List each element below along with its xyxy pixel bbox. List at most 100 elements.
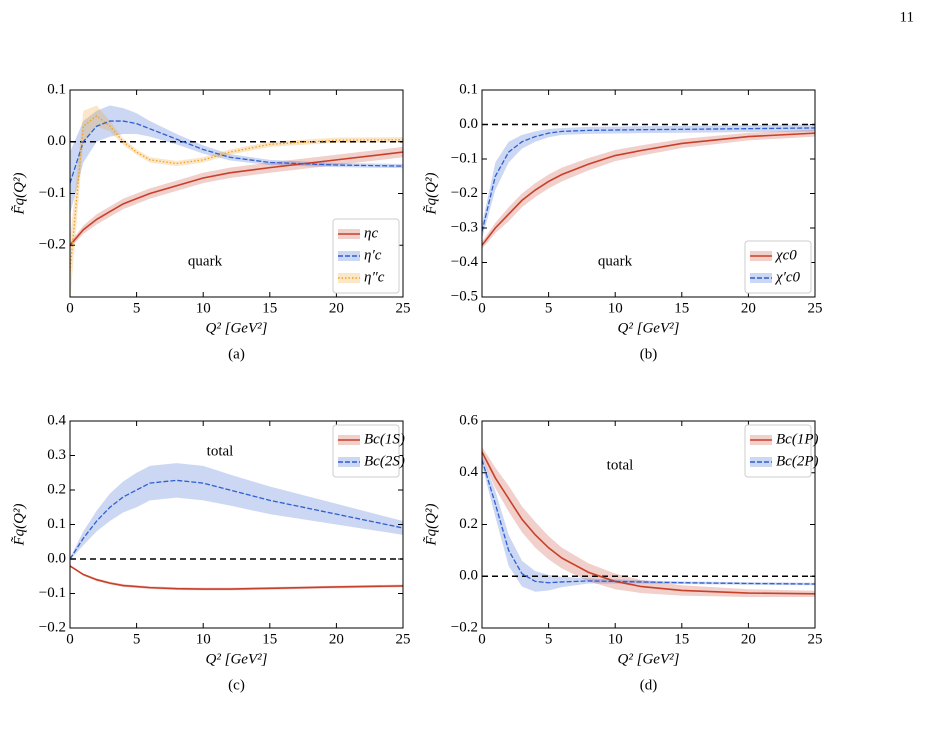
y-tick-label: 0.1 [47,516,66,532]
legend-box [744,240,812,294]
series-line [70,151,403,246]
page-number: 11 [900,9,914,25]
x-tick-label: 0 [66,300,74,316]
error-band [70,146,403,248]
x-tick-label: 0 [478,300,486,316]
x-tick-label: 5 [133,300,141,316]
y-tick-label: 0.1 [459,81,478,97]
series-line [482,451,815,595]
y-tick-label: 0.0 [47,133,66,149]
y-tick-label: −0.2 [39,237,66,253]
series-line [70,115,403,272]
x-tick-label: 25 [808,300,823,316]
x-tick-label: 10 [196,631,211,647]
plot-area [70,463,403,591]
y-tick-label: 0.4 [47,412,66,428]
series-line [482,459,815,585]
x-tick-label: 15 [674,300,689,316]
x-axis-label: Q² [GeV²] [206,320,268,336]
x-tick-label: 10 [608,300,623,316]
panel: 0 5 10 15 20 25 0.1 0.0 −0.1 −0.2 Q² [GeV²] F̃q(Q²)… [11,81,410,362]
x-tick-label: 20 [741,300,756,316]
x-tick-label: 25 [808,631,823,647]
y-tick-label: −0.4 [451,254,479,270]
y-tick-label: 0.2 [47,481,66,497]
error-band [70,105,403,297]
panel: 0 5 10 15 20 25 0.4 0.3 0.2 0.1 0.0 −0.1 −0.2 Q² [GeV… [11,412,410,693]
x-tick-label: 25 [396,631,411,647]
x-tick-label: 25 [396,300,411,316]
series-line [70,565,403,590]
error-band [482,129,815,249]
x-tick-label: 20 [329,300,344,316]
plot-area [482,123,815,249]
x-tick-label: 10 [608,631,623,647]
y-tick-label: −0.1 [39,185,66,201]
error-band [70,105,403,215]
panel-caption: (c) [228,677,245,693]
y-tick-label: −0.2 [39,619,66,635]
x-axis-label: Q² [GeV²] [618,320,680,336]
series-line [70,479,403,560]
annotation: total [207,443,234,459]
x-tick-label: 15 [262,631,277,647]
y-tick-label: 0.0 [459,116,478,132]
y-tick-label: −0.1 [451,150,478,166]
x-axis-label: Q² [GeV²] [618,651,680,667]
x-tick-label: 15 [262,300,277,316]
annotation: quark [598,253,633,269]
y-tick-label: 0.4 [459,464,478,480]
panel-caption: (d) [640,677,658,693]
y-tick-label: −0.2 [451,185,478,201]
panel: 0 5 10 15 20 25 0.6 0.4 0.2 0.0 −0.2 Q² [GeV²] F̃q(Q… [423,412,822,693]
legend-label: Bc(2P) [776,453,818,469]
y-tick-label: 0.3 [47,447,66,463]
annotation: total [607,457,634,473]
plot-area [70,105,403,297]
y-axis-label: F̃q(Q²) [423,173,439,216]
error-band [70,463,403,561]
series-line [482,132,815,246]
legend-label: ηc [364,225,378,241]
legend-label: χc0 [774,247,797,263]
x-tick-label: 20 [329,631,344,647]
y-tick-label: 0.1 [47,81,66,97]
x-tick-label: 5 [545,631,553,647]
y-tick-label: 0.2 [459,516,478,532]
y-tick-label: −0.1 [39,585,66,601]
x-tick-label: 0 [66,631,74,647]
x-tick-label: 5 [545,300,553,316]
y-axis-label: F̃q(Q²) [423,504,439,547]
y-axis-label: F̃q(Q²) [11,173,27,216]
legend-box [332,218,400,294]
series-line [70,120,403,184]
legend-box [744,424,812,478]
y-tick-label: −0.2 [451,619,478,635]
legend-label: Bc(1P) [776,431,818,447]
y-tick-label: 0.0 [459,568,478,584]
legend-label: η′c [364,247,382,263]
panel-caption: (a) [228,346,245,362]
y-tick-label: 0.0 [47,550,66,566]
x-tick-label: 5 [133,631,141,647]
y-tick-label: 0.6 [459,412,478,428]
plot-area [482,446,815,597]
error-band [482,124,815,239]
legend-label: η″c [364,269,385,285]
legend-label: Bc(2S) [364,453,405,469]
y-tick-label: −0.3 [451,219,478,235]
legend-label: χ′c0 [774,269,801,285]
annotation: quark [188,253,223,269]
y-axis-label: F̃q(Q²) [11,504,27,547]
panel-caption: (b) [640,346,658,362]
x-tick-label: 15 [674,631,689,647]
legend-label: Bc(1S) [364,431,405,447]
y-tick-label: −0.5 [451,288,478,304]
panel: 0 5 10 15 20 25 0.1 0.0 −0.1 −0.2 −0.3 −0.4 −0.5 Q² [… [423,81,822,362]
x-tick-label: 10 [196,300,211,316]
legend-box [332,424,400,478]
series-line [482,127,815,232]
x-axis-label: Q² [GeV²] [206,651,268,667]
